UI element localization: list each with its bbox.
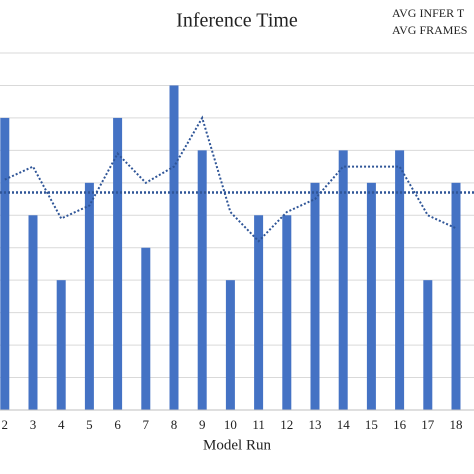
x-tick-label: 5 [86, 417, 93, 432]
x-tick-label: 14 [337, 417, 351, 432]
bar [56, 280, 66, 410]
bar [338, 150, 348, 410]
bar [84, 182, 94, 410]
frames-line [4, 115, 457, 243]
x-tick-label: 15 [365, 417, 378, 432]
bar [0, 117, 10, 410]
bar [451, 182, 461, 410]
x-tick-label: 9 [199, 417, 206, 432]
x-axis-title: Model Run [203, 437, 271, 453]
x-tick-label: 12 [280, 417, 293, 432]
legend-entry: AVG FRAMES [392, 23, 467, 37]
x-tick-label: 4 [58, 417, 65, 432]
bar [141, 247, 151, 410]
chart-title: Inference Time [176, 10, 298, 32]
bar [254, 215, 264, 410]
x-tick-label: 2 [2, 417, 9, 432]
x-tick-label: 11 [252, 417, 265, 432]
x-tick-label: 10 [224, 417, 237, 432]
x-tick-label: 16 [393, 417, 407, 432]
bar [169, 85, 179, 411]
x-tick-label: 17 [421, 417, 435, 432]
bar [395, 150, 405, 410]
bar [28, 215, 38, 410]
x-tick-label: 7 [143, 417, 150, 432]
bar [366, 182, 376, 410]
x-tick-label: 8 [171, 417, 178, 432]
bar [225, 280, 235, 410]
bar [197, 150, 207, 410]
bar [423, 280, 433, 410]
x-tick-label: 18 [450, 417, 463, 432]
x-tick-label: 13 [309, 417, 322, 432]
bar [310, 182, 320, 410]
bar [282, 215, 292, 410]
x-tick-label: 3 [30, 417, 37, 432]
x-tick-label: 6 [114, 417, 121, 432]
bar [113, 117, 123, 410]
legend-entry: AVG INFER T [392, 6, 465, 20]
